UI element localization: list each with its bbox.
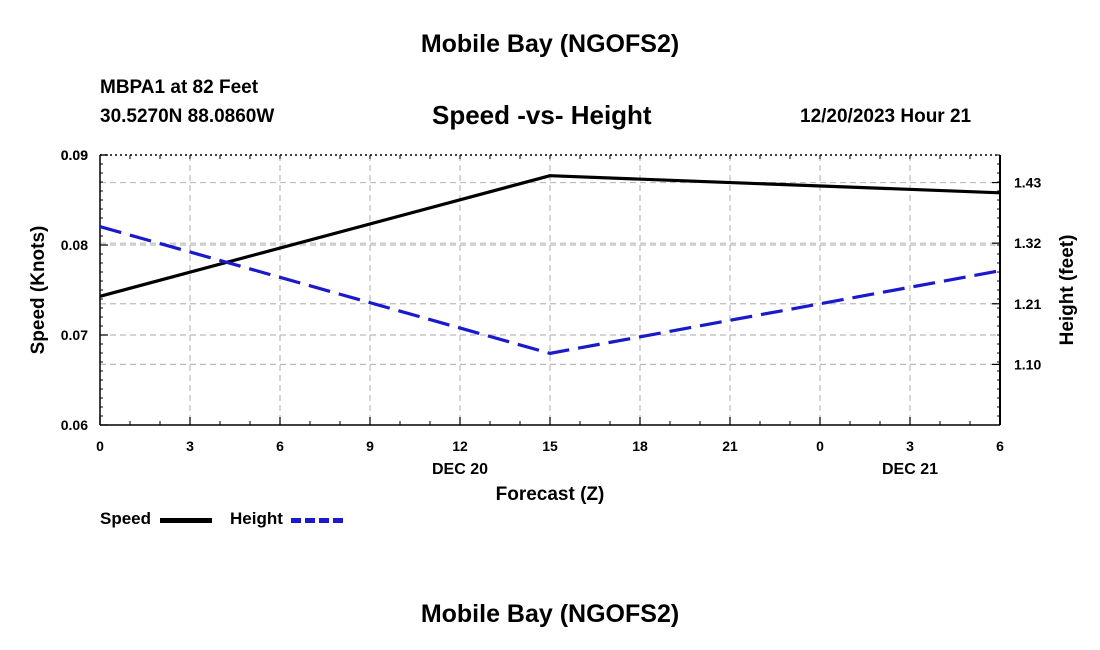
x-tick-label: 15 (542, 438, 558, 454)
x-tick-label: 3 (906, 438, 914, 454)
x-tick-label: 3 (186, 438, 194, 454)
y2-tick-label: 1.32 (1014, 235, 1041, 251)
speed-height-chart: 0 3 6 9 12 15 18 21 0 3 6 DEC 20 DEC 21 Forecast (Z) 0… (28, 147, 1078, 505)
y2-tick-label: 1.21 (1014, 296, 1041, 312)
forecast-datetime: 12/20/2023 Hour 21 (800, 106, 972, 127)
x-tick-label: 0 (816, 438, 824, 454)
chart-main-title: Mobile Bay (NGOFS2) (420, 30, 680, 58)
x-tick-label: 9 (366, 438, 374, 454)
height-series-line (99, 225, 1001, 355)
x-date-label: DEC 20 (432, 461, 488, 478)
x-tick-label: 12 (452, 438, 468, 454)
chart-subtitle: Speed -vs- Height (432, 100, 652, 130)
x-tick-label: 6 (996, 438, 1004, 454)
x-date-label: DEC 21 (882, 461, 938, 478)
y-tick-label: 0.07 (61, 327, 88, 343)
footer-title: Mobile Bay (NGOFS2) (420, 600, 680, 628)
x-tick-label: 18 (632, 438, 648, 454)
legend-height-swatch (291, 518, 343, 523)
y-tick-label: 0.08 (61, 237, 88, 253)
legend-speed-label: Speed (100, 509, 152, 528)
speed-series-line (99, 174, 1001, 298)
station-coordinates: 30.5270N 88.0860W (100, 106, 275, 127)
x-tick-label: 0 (96, 438, 104, 454)
y-tick-label: 0.06 (61, 417, 88, 433)
x-tick-label: 6 (276, 438, 284, 454)
y-tick-label: 0.09 (61, 147, 88, 163)
station-label: MBPA1 at 82 Feet (100, 77, 259, 98)
y2-tick-label: 1.10 (1014, 356, 1041, 372)
x-tick-label: 21 (722, 438, 738, 454)
y-tick-label: 0.09 (61, 147, 88, 163)
x-axis-title: Forecast (Z) (496, 484, 605, 505)
legend-height-label: Height (230, 509, 283, 528)
legend-speed-swatch (160, 518, 212, 523)
y2-tick-label: 1.43 (1014, 175, 1041, 191)
y2-axis-title: Height (feet) (1057, 235, 1078, 346)
y-axis-title: Speed (Knots) (28, 226, 49, 355)
